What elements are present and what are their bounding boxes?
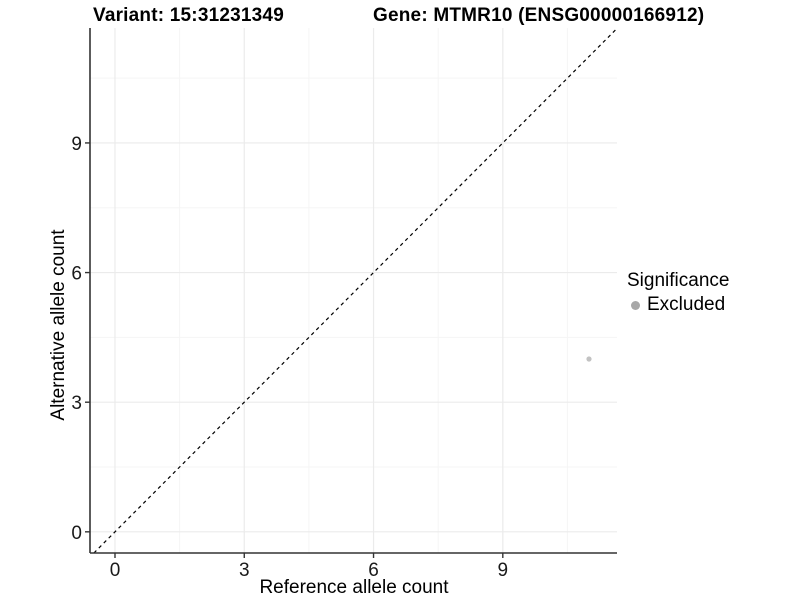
x-axis-title: Reference allele count (259, 577, 449, 598)
x-tick-label: 0 (110, 560, 121, 581)
x-tick-label: 3 (239, 560, 250, 581)
legend-item-label: Excluded (647, 294, 726, 315)
gene-title: Gene: MTMR10 (ENSG00000166912) (373, 5, 705, 26)
legend: Significance Excluded (627, 269, 729, 316)
legend-item-excluded: Excluded (627, 294, 729, 316)
y-tick-label: 9 (71, 134, 82, 155)
y-axis-title: Alternative allele count (48, 229, 69, 421)
x-tick-label: 6 (368, 560, 379, 581)
legend-key-dot-icon (631, 300, 640, 310)
y-tick-label: 6 (71, 264, 82, 285)
y-tick-label: 0 (71, 523, 82, 544)
variant-title: Variant: 15:31231349 (93, 5, 284, 26)
legend-title: Significance (627, 270, 730, 291)
x-tick-label: 9 (498, 560, 509, 581)
y-tick-label: 3 (71, 393, 82, 414)
